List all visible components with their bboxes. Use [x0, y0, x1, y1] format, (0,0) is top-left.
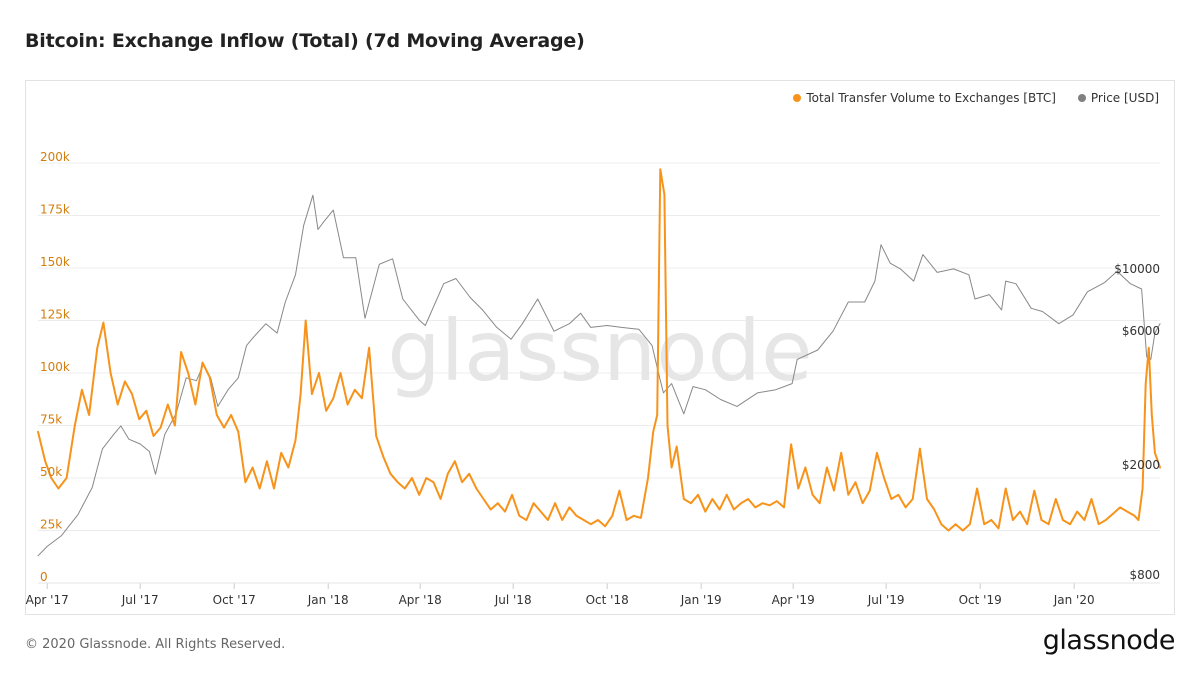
x-tick-label: Oct '19 [959, 593, 1002, 607]
x-tick-label: Oct '17 [213, 593, 256, 607]
legend-item-price[interactable]: Price [USD] [1077, 91, 1159, 105]
legend-label-price: Price [USD] [1090, 91, 1159, 105]
legend-item-inflow[interactable]: Total Transfer Volume to Exchanges [BTC] [793, 91, 1056, 105]
x-tick-label: Jul '17 [121, 593, 159, 607]
legend-dot-price-icon [1077, 94, 1086, 102]
x-tick-label: Oct '18 [586, 593, 629, 607]
x-tick-label: Jan '20 [1053, 593, 1095, 607]
inflow-series [37, 168, 1161, 532]
left-tick-label: 100k [40, 360, 70, 374]
right-axis: $800 $2000 $6000 $10000 [1114, 262, 1160, 582]
right-tick-label: $2000 [1122, 458, 1160, 472]
right-tick-label: $10000 [1114, 262, 1160, 276]
left-tick-label: 125k [40, 308, 70, 322]
legend-dot-inflow-icon [793, 94, 802, 102]
left-tick-label: 150k [40, 255, 70, 269]
x-tick-label: Jul '19 [867, 593, 905, 607]
watermark-text: glassnode [387, 302, 812, 400]
x-tick-label: Jan '19 [680, 593, 722, 607]
left-tick-label: 200k [40, 150, 70, 164]
x-axis: Apr '17 Jul '17 Oct '17 Jan '18 Apr '18 Jul '… [26, 582, 1160, 607]
left-tick-label: 0 [40, 570, 48, 584]
left-tick-label: 75k [40, 413, 62, 427]
x-tick-label: Jul '18 [494, 593, 532, 607]
left-tick-label: 25k [40, 518, 62, 532]
left-axis: 0 25k 50k 75k 100k 125k 150k 175k 200k [40, 150, 70, 584]
x-tick-label: Apr '18 [399, 593, 442, 607]
footer-logo[interactable]: glassnode [1042, 625, 1176, 656]
x-tick-label: Apr '17 [26, 593, 69, 607]
x-tick-label: Apr '19 [772, 593, 815, 607]
chart-title: Bitcoin: Exchange Inflow (Total) (7d Mov… [25, 30, 585, 52]
left-tick-label: 175k [40, 203, 70, 217]
right-tick-label: $6000 [1122, 324, 1160, 338]
x-tick-label: Jan '18 [307, 593, 349, 607]
footer-copyright: © 2020 Glassnode. All Rights Reserved. [25, 637, 286, 652]
inflow-line[interactable] [37, 168, 1161, 532]
right-tick-label: $800 [1129, 568, 1160, 582]
chart-panel [25, 80, 1175, 615]
legend: Total Transfer Volume to Exchanges [BTC]… [793, 91, 1159, 105]
legend-label-inflow: Total Transfer Volume to Exchanges [BTC] [806, 91, 1056, 105]
left-tick-label: 50k [40, 465, 62, 479]
